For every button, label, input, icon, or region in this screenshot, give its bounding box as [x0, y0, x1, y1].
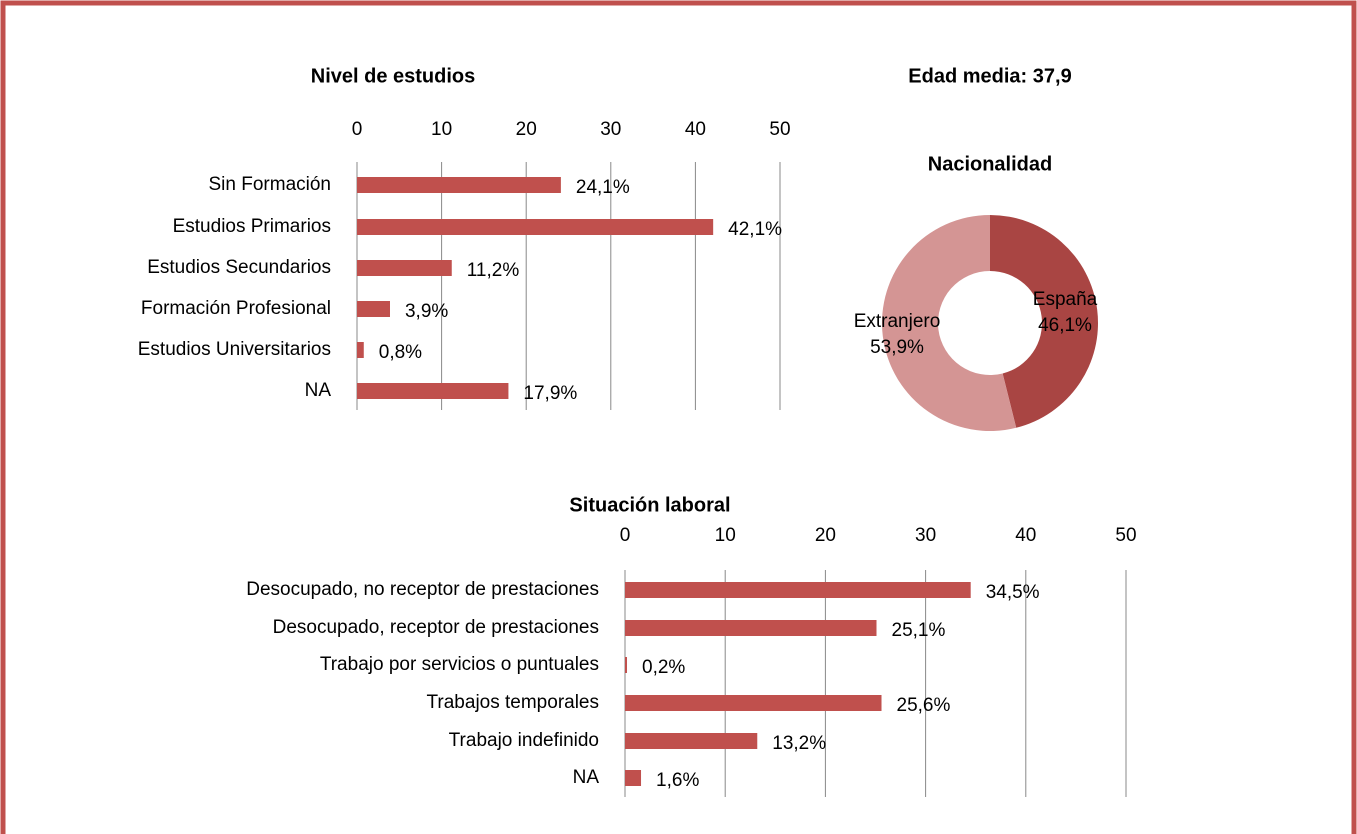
x-tick-label: 10 — [431, 119, 452, 140]
x-tick-label: 20 — [516, 119, 537, 140]
slice-label: España — [1033, 289, 1098, 310]
chart-title: Situación laboral — [569, 494, 730, 516]
value-label: 25,1% — [892, 620, 946, 641]
slice-value-label: 53,9% — [870, 337, 924, 358]
x-tick-label: 0 — [352, 119, 363, 140]
category-label: Desocupado, no receptor de prestaciones — [246, 579, 599, 600]
value-label: 42,1% — [728, 219, 782, 240]
value-label: 34,5% — [986, 582, 1040, 603]
bar — [357, 342, 364, 358]
value-label: 11,2% — [467, 260, 520, 281]
bar — [357, 177, 561, 193]
chart-title: Nivel de estudios — [311, 65, 476, 87]
x-tick-label: 10 — [715, 525, 736, 546]
category-label: Formación Profesional — [141, 298, 331, 319]
value-label: 1,6% — [656, 770, 699, 791]
bar — [357, 383, 509, 399]
category-label: Estudios Universitarios — [138, 339, 331, 360]
category-label: NA — [305, 380, 332, 401]
bar — [357, 219, 714, 235]
bar — [625, 657, 628, 673]
value-label: 25,6% — [897, 695, 951, 716]
bar — [625, 695, 882, 711]
chart-title: Nacionalidad — [928, 153, 1052, 175]
x-tick-label: 50 — [1115, 525, 1136, 546]
donut-slice — [990, 215, 1098, 428]
category-label: NA — [573, 767, 600, 788]
bar — [357, 301, 390, 317]
category-label: Trabajos temporales — [427, 692, 599, 713]
bar — [625, 620, 877, 636]
category-label: Estudios Secundarios — [147, 257, 331, 278]
x-tick-label: 30 — [915, 525, 936, 546]
x-tick-label: 0 — [620, 525, 631, 546]
bar — [625, 733, 758, 749]
bar — [625, 770, 642, 786]
x-tick-label: 30 — [600, 119, 621, 140]
value-label: 13,2% — [772, 733, 826, 754]
value-label: 0,2% — [642, 657, 685, 678]
slice-value-label: 46,1% — [1038, 315, 1092, 336]
bar — [357, 260, 452, 276]
bar — [625, 582, 971, 598]
slice-label: Extranjero — [854, 311, 941, 332]
value-label: 3,9% — [405, 301, 448, 322]
category-label: Estudios Primarios — [173, 216, 331, 237]
category-label: Desocupado, receptor de prestaciones — [273, 617, 599, 638]
x-tick-label: 50 — [769, 119, 790, 140]
category-label: Trabajo indefinido — [449, 730, 599, 751]
x-tick-label: 40 — [685, 119, 706, 140]
value-label: 17,9% — [523, 383, 577, 404]
headline: Edad media: 37,9 — [908, 65, 1071, 87]
x-tick-label: 20 — [815, 525, 836, 546]
category-label: Sin Formación — [209, 174, 332, 195]
category-label: Trabajo por servicios o puntuales — [320, 654, 599, 675]
donut-slice — [882, 215, 1017, 431]
value-label: 24,1% — [576, 177, 630, 198]
x-tick-label: 40 — [1015, 525, 1036, 546]
value-label: 0,8% — [379, 342, 422, 363]
